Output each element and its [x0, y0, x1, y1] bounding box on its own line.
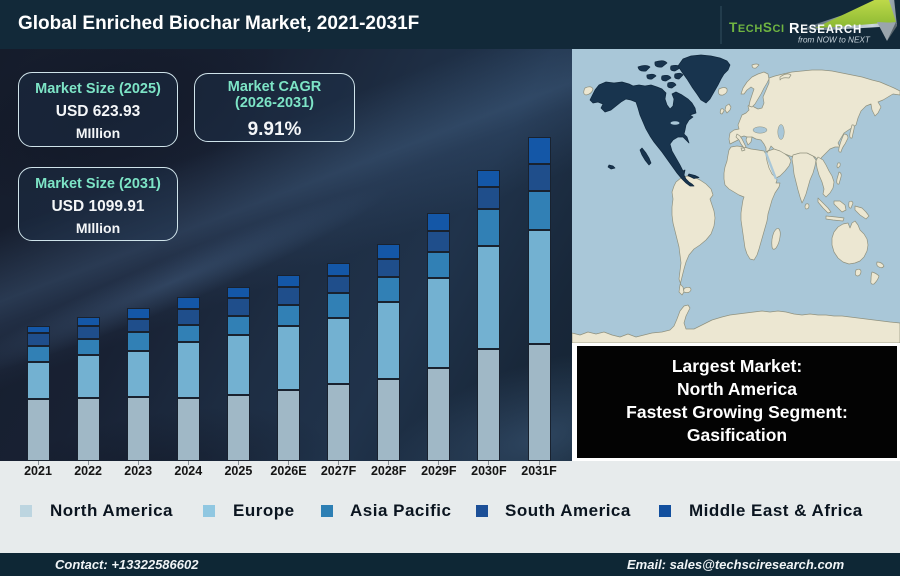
svg-text:TECHSCI: TECHSCI: [729, 20, 785, 35]
svg-text:RESEARCH: RESEARCH: [789, 21, 862, 37]
svg-text:from NOW to NEXT: from NOW to NEXT: [798, 36, 871, 45]
